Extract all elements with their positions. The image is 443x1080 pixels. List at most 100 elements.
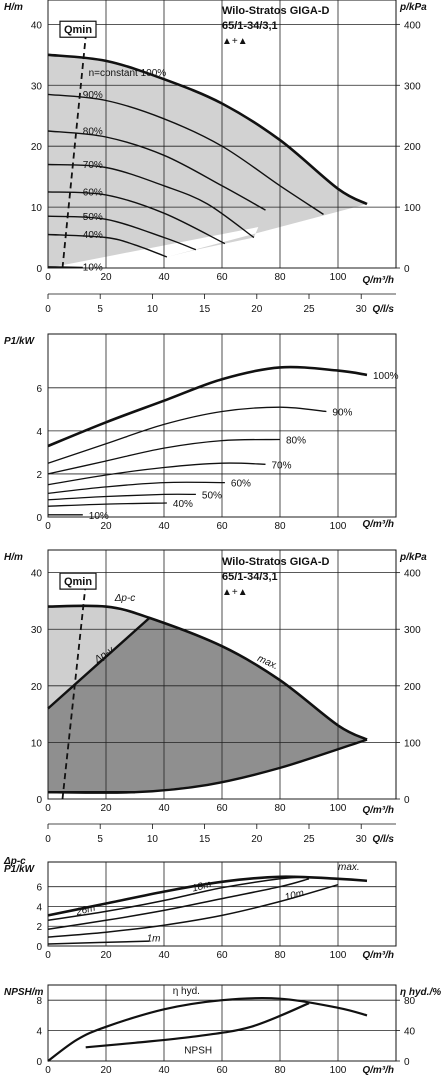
hq_curves-xtick: 100: [330, 272, 347, 283]
hq_curves-serieslabel: 50%: [83, 212, 103, 223]
hq_curves-qmin-label: Qmin: [64, 24, 92, 36]
hq_curves-series-5: [47, 215, 197, 251]
hq_curves-serieslabel: 70%: [83, 160, 103, 171]
p1_curves-ylabel: P1/kW: [4, 336, 36, 347]
hq_control-x2tick: 5: [97, 834, 103, 845]
hq_curves-series-1: [47, 93, 324, 215]
p1_curves-xtick: 80: [274, 521, 286, 532]
npsh_eta-eta-label: η hyd.: [173, 986, 200, 997]
hq_control-y2label: p/kPa: [399, 552, 427, 563]
p1_curves-xtick: 0: [45, 521, 51, 532]
p1_curves-serieslabel: 100%: [373, 371, 399, 382]
hq_curves-y2tick: 100: [404, 203, 421, 214]
hq_curves-ytick: 30: [31, 81, 43, 92]
p1_curves-serieslabel: 10%: [89, 511, 109, 522]
hq_control-xlabel: Q/m³/h: [362, 805, 394, 816]
hq_curves-x2tick: 5: [97, 304, 103, 315]
hq_control-y2tick: 300: [404, 625, 421, 636]
p1_control-serieslabel: 18m: [191, 879, 213, 895]
p1_curves-xlabel: Q/m³/h: [362, 519, 394, 530]
p1_curves-serieslabel: 90%: [332, 408, 352, 419]
npsh_eta-ylabel: NPSH/m: [4, 987, 44, 998]
p1_curves-serieslabel: 40%: [173, 499, 193, 510]
hq_curves-ylabel: H/m: [4, 2, 23, 13]
hq_curves-xtick: 40: [158, 272, 170, 283]
hq_control-x2tick: 0: [45, 834, 51, 845]
p1_control-series-0: [47, 875, 368, 917]
hq_curves-ytick: 10: [31, 203, 43, 214]
hq_control-x2tick: 30: [356, 834, 368, 845]
hq_curves-y2label: p/kPa: [399, 2, 427, 13]
p1_control-xtick: 0: [45, 950, 51, 961]
p1_control-ytick: 2: [36, 922, 42, 933]
hq_curves-ytick: 20: [31, 142, 43, 153]
p1_control-serieslabel: 26m: [74, 903, 97, 919]
hq_curves-ytick: 40: [31, 20, 43, 31]
npsh_eta-y2tick: 80: [404, 996, 416, 1007]
p1_curves-series-0: [47, 365, 368, 448]
npsh_eta-y2tick: 40: [404, 1027, 416, 1038]
hq_control-xtick: 0: [45, 803, 51, 814]
hq_curves-qmin-line: [61, 36, 87, 269]
hq_curves-y2tick: 300: [404, 81, 421, 92]
pump-title-2: 65/1-34/3,1: [222, 20, 278, 32]
npsh_eta-series-0: [47, 997, 368, 1062]
hq_control-y2tick: 200: [404, 682, 421, 693]
hq_control-y2tick: 0: [404, 795, 410, 806]
p1_control-series-2: [47, 878, 310, 930]
hq_control-max-curve: [47, 604, 368, 741]
hq_curves-serieslabel: 10%: [83, 262, 103, 273]
hq_control-xtick: 20: [100, 803, 112, 814]
hq_curves-y2tick: 400: [404, 20, 421, 31]
hq_curves-y2tick: 200: [404, 142, 421, 153]
hq_control-ytick: 20: [31, 682, 43, 693]
hq_curves-y2tick: 0: [404, 264, 410, 275]
hq_control-ytick: 0: [36, 795, 42, 806]
hq_control-xtick: 40: [158, 803, 170, 814]
hq_curves-x2tick: 20: [251, 304, 263, 315]
hq_curves-x2tick: 15: [199, 304, 211, 315]
hq_control-xtick: 60: [216, 803, 228, 814]
hq_curves-xlabel: Q/m³/h: [362, 275, 394, 286]
p1_curves-series-4: [47, 481, 225, 494]
p1_curves-series-3: [47, 462, 266, 486]
hq_control-x2tick: 15: [199, 834, 211, 845]
p1_curves-ytick: 2: [36, 470, 42, 481]
hq_curves-x2tick: 10: [147, 304, 159, 315]
p1_control-series-4: [47, 940, 150, 945]
hq_curves-series-2: [47, 130, 266, 211]
hq_control-ylabel: H/m: [4, 552, 23, 563]
hq_curves-x2tick: 25: [303, 304, 315, 315]
p1_control-xtick: 20: [100, 950, 112, 961]
p1_control-ylabel-top: Δp-c: [3, 856, 26, 867]
p1_control-xtick: 100: [330, 950, 347, 961]
hq_curves-x2tick: 0: [45, 304, 51, 315]
hq_curves-series-3: [47, 163, 255, 239]
hq_curves-series-7: [47, 266, 83, 269]
hq_control-x2label: Q/l/s: [372, 834, 394, 845]
pump-title-b3: ▲+▲: [222, 587, 248, 598]
p1_curves-xtick: 20: [100, 521, 112, 532]
hq_control-xtick: 100: [330, 803, 347, 814]
p1_control-serieslabel: max.: [338, 862, 360, 873]
hq_curves-series-4: [47, 191, 226, 245]
pump-title-1: Wilo-Stratos GIGA-D: [222, 5, 330, 17]
hq_control-y2tick: 400: [404, 569, 421, 580]
p1_curves-serieslabel: 70%: [272, 460, 292, 471]
p1_curves-series-5: [47, 493, 196, 501]
hq_control-light-area: [48, 606, 150, 709]
p1_control-ytick: 4: [36, 902, 42, 913]
p1_curves-serieslabel: 50%: [202, 490, 222, 501]
hq_control-xtick: 80: [274, 803, 286, 814]
hq_control-qmin-label: Qmin: [64, 576, 92, 588]
hq_curves-serieslabel: n=constant 100%: [89, 68, 167, 79]
p1_control-xtick: 80: [274, 950, 286, 961]
npsh_eta-xtick: 60: [216, 1065, 228, 1076]
npsh_eta-xtick: 80: [274, 1065, 286, 1076]
p1_control-ytick: 6: [36, 883, 42, 894]
hq_control-y2tick: 100: [404, 738, 421, 749]
pump-title-3: ▲+▲: [222, 36, 248, 47]
hq_control-dpv-curve: [47, 617, 151, 710]
p1_curves-serieslabel: 80%: [286, 435, 306, 446]
